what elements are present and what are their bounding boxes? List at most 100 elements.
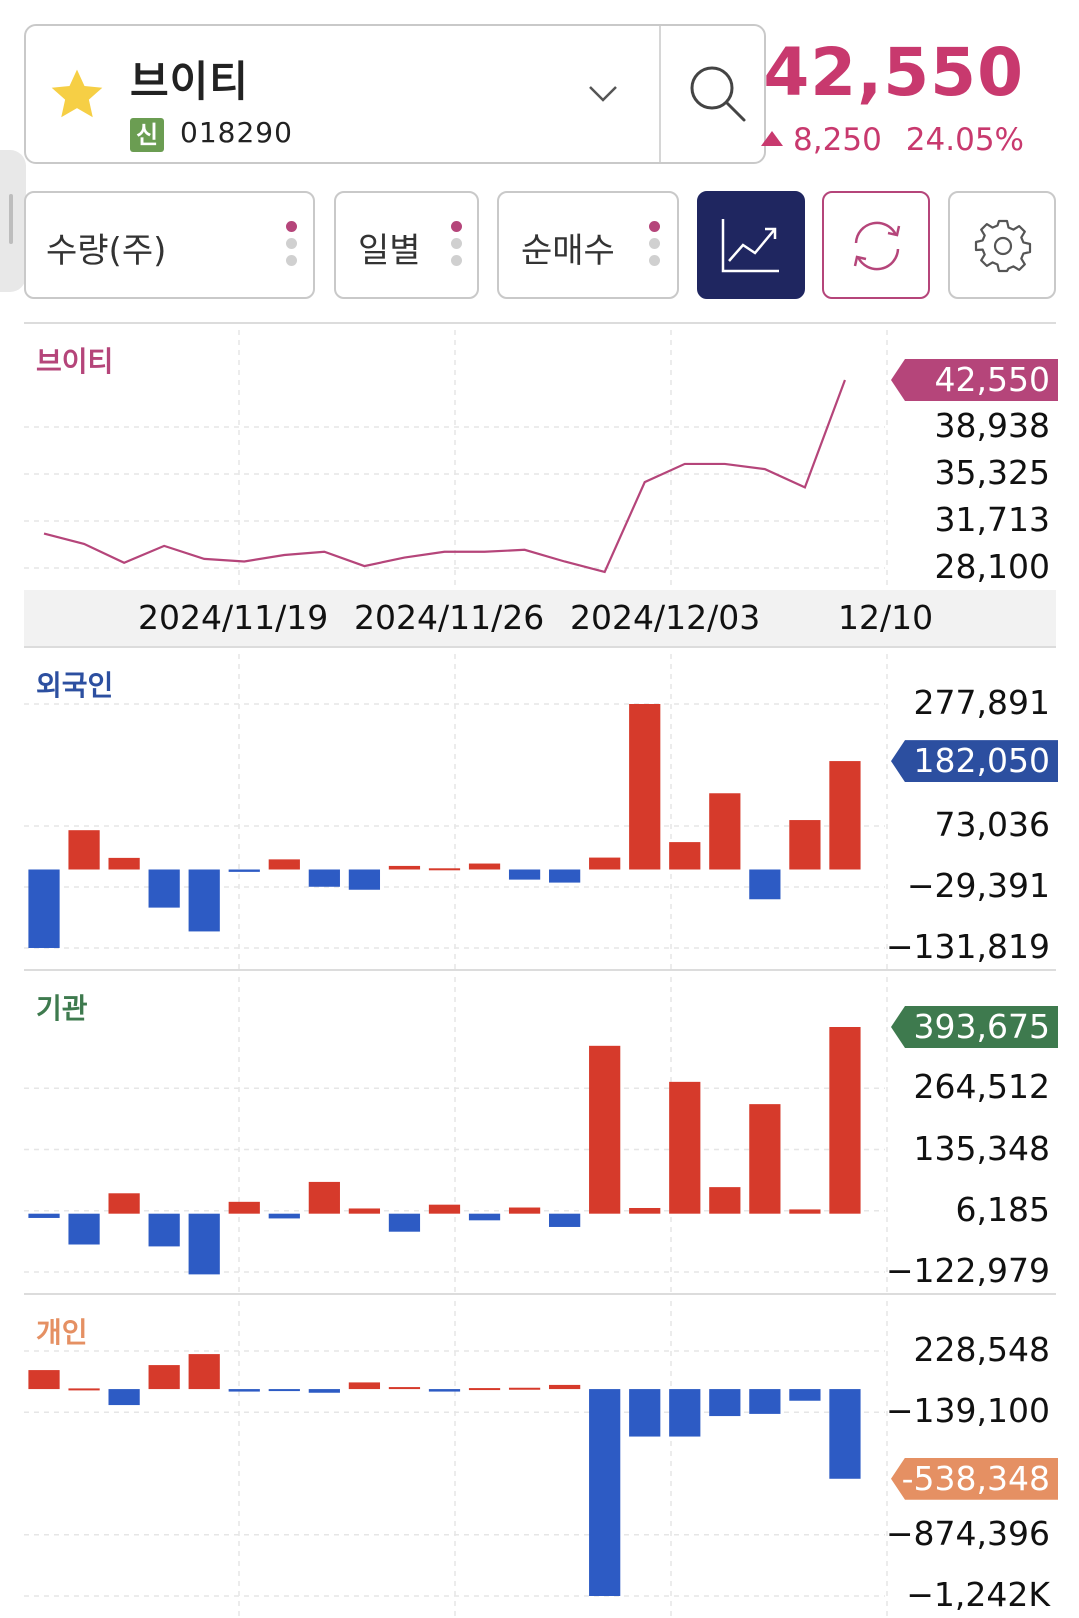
panel-divider — [24, 646, 1056, 648]
option-dots-icon — [649, 221, 661, 272]
date-label: 12/10 — [838, 598, 934, 637]
individual-bar — [308, 1389, 340, 1393]
institution-last-value-tag: 393,675 — [891, 1006, 1058, 1048]
individual-axis-tick: −139,100 — [885, 1391, 1050, 1431]
gear-icon — [974, 219, 1032, 273]
quantity-selector-button[interactable]: 수량(주) — [24, 191, 315, 299]
institution-bar — [508, 1207, 541, 1214]
individual-last-value-tag: -538,348 — [891, 1457, 1058, 1500]
institution-bar — [468, 1213, 501, 1221]
institution-bar — [749, 1104, 781, 1214]
individual-bar — [28, 1370, 60, 1390]
individual-axis-tick: 228,548 — [913, 1330, 1050, 1369]
institution-bar — [188, 1213, 220, 1275]
panel-divider — [24, 969, 1056, 971]
option-dots-icon — [451, 221, 463, 272]
foreign-bar — [589, 857, 621, 870]
foreign-bar — [629, 704, 661, 870]
price-last-value-tag: 42,550 — [891, 359, 1058, 401]
individual-bar — [268, 1389, 300, 1392]
foreign-bar — [789, 820, 821, 870]
institution-bar — [308, 1181, 340, 1214]
chevron-down-icon[interactable] — [586, 78, 620, 108]
individual-axis-tick: −874,396 — [885, 1513, 1050, 1553]
chart-view-button[interactable] — [697, 191, 805, 299]
foreign-bar — [308, 869, 340, 887]
institution-bar — [829, 1027, 861, 1214]
line-chart-icon — [721, 219, 779, 273]
period-label: 일별 — [358, 231, 421, 271]
institution-bar — [108, 1193, 140, 1214]
individual-bar — [709, 1389, 741, 1417]
selector-divider — [659, 26, 661, 162]
refresh-icon — [853, 221, 901, 271]
stock-code: 018290 — [180, 116, 293, 149]
institution-axis-tick: 135,348 — [913, 1128, 1050, 1168]
change-amount: 8,250 — [793, 122, 882, 158]
institution-bar — [28, 1213, 60, 1218]
individual-bar — [829, 1389, 861, 1479]
institution-bar — [549, 1213, 581, 1227]
foreign-bar — [829, 761, 861, 870]
new-badge: 신 — [130, 118, 164, 152]
current-price: 42,550 — [763, 34, 1024, 111]
date-axis-strip — [24, 590, 1056, 646]
foreign-axis-tick: −29,391 — [906, 865, 1050, 905]
foreign-bar — [428, 868, 461, 871]
individual-bar — [68, 1388, 100, 1391]
foreign-axis-tick: 277,891 — [913, 683, 1050, 722]
individual-panel-title: 개인 — [36, 1316, 88, 1349]
price-line — [43, 379, 846, 574]
individual-bar — [428, 1389, 461, 1392]
price-panel-title: 브이티 — [36, 345, 114, 378]
individual-bar — [108, 1389, 140, 1406]
date-label: 2024/11/19 — [138, 598, 329, 637]
period-selector-button[interactable]: 일별 — [334, 191, 479, 299]
institution-bar — [428, 1204, 461, 1214]
price-axis-tick: 31,713 — [934, 499, 1050, 539]
foreign-bar — [709, 793, 741, 870]
institution-bar — [228, 1201, 260, 1214]
institution-bar — [709, 1187, 741, 1214]
institution-bar — [388, 1213, 421, 1232]
foreign-axis-tick: 73,036 — [934, 805, 1050, 844]
price-axis-tick: 38,938 — [934, 405, 1050, 445]
institution-axis-tick: −122,979 — [885, 1251, 1050, 1290]
individual-bar — [508, 1387, 541, 1390]
individual-axis-tick: −1,242K — [906, 1575, 1050, 1614]
foreign-panel-title: 외국인 — [36, 669, 114, 702]
individual-bar — [148, 1365, 180, 1390]
institution-bar — [148, 1213, 180, 1247]
institution-bar — [68, 1213, 100, 1245]
star-icon[interactable] — [46, 64, 108, 126]
foreign-bar — [508, 869, 541, 880]
side-drawer-handle[interactable] — [0, 150, 26, 292]
search-icon[interactable] — [686, 62, 750, 126]
individual-bar — [388, 1387, 421, 1390]
foreign-bar — [148, 869, 180, 908]
institution-bar — [629, 1207, 661, 1214]
drawer-grip — [9, 194, 13, 244]
individual-bar — [789, 1389, 821, 1401]
foreign-bar — [108, 857, 140, 870]
price-axis-tick: 28,100 — [934, 547, 1050, 586]
foreign-bar — [669, 842, 701, 870]
price-axis-tick: 35,325 — [934, 453, 1050, 492]
chart-top-border — [24, 322, 1056, 324]
netbuy-selector-button[interactable]: 순매수 — [497, 191, 679, 299]
foreign-bar — [549, 869, 581, 883]
institution-bar — [348, 1208, 381, 1214]
individual-bar — [188, 1354, 220, 1390]
individual-bar — [749, 1389, 781, 1414]
institution-bar — [268, 1213, 300, 1219]
netbuy-label: 순매수 — [521, 231, 615, 271]
individual-bar — [348, 1382, 381, 1390]
stock-selector[interactable]: 브이티 신 018290 — [24, 24, 766, 164]
stock-name: 브이티 — [130, 57, 249, 106]
foreign-axis-tick: −131,819 — [885, 927, 1050, 966]
date-label: 2024/11/26 — [354, 598, 545, 637]
settings-button[interactable] — [948, 191, 1056, 299]
refresh-button[interactable] — [822, 191, 930, 299]
price-change: 8,250 24.05% — [761, 122, 1024, 158]
individual-bar — [468, 1388, 501, 1391]
